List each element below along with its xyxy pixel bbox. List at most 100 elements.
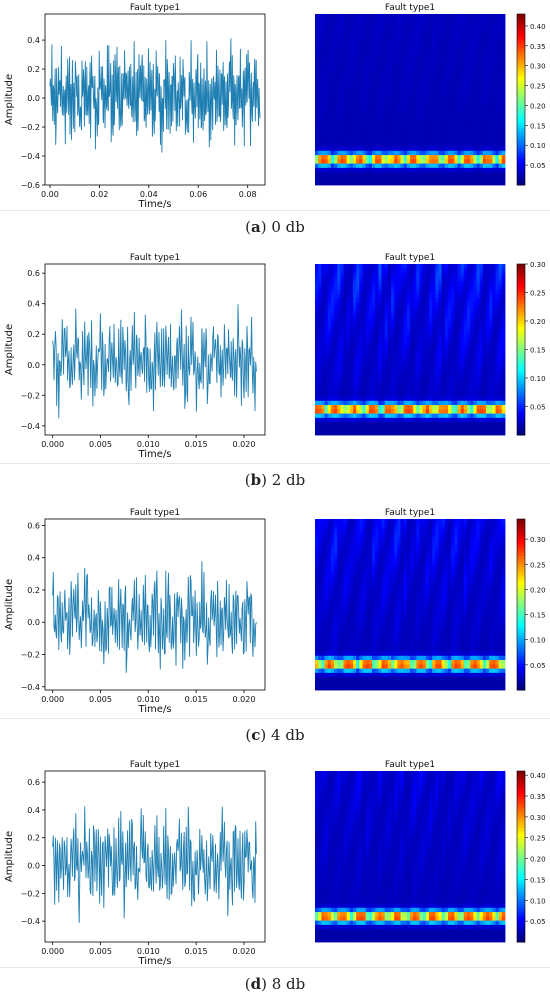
heatmap-cell [467, 120, 471, 126]
heatmap-cell [334, 268, 338, 273]
colorbar-tick-label: 0.30 [530, 63, 546, 71]
heatmap-cell [334, 396, 338, 402]
heatmap-cell [435, 14, 439, 19]
heatmap-cell [435, 302, 439, 308]
heatmap-cell [318, 108, 322, 113]
heatmap-cell [451, 65, 455, 70]
heatmap-cell [327, 426, 332, 432]
heatmap-cell [375, 311, 379, 316]
heatmap-cell [324, 409, 329, 415]
heatmap-cell [334, 86, 338, 92]
heatmap-cell [397, 306, 401, 312]
heatmap-cell [413, 375, 417, 380]
heatmap-cell [451, 264, 455, 269]
heatmap-cell [340, 370, 344, 376]
heatmap-cell [460, 405, 465, 410]
heatmap-cell [391, 264, 395, 269]
heatmap-cell [441, 379, 446, 385]
heatmap-cell [495, 362, 500, 368]
heatmap-cell [403, 39, 408, 45]
heatmap-cell [498, 39, 503, 45]
heatmap-cell [410, 264, 414, 269]
heatmap-cell [463, 379, 468, 385]
heatmap-cell [476, 142, 481, 147]
heatmap-cell [476, 176, 481, 182]
heatmap-cell [460, 392, 465, 397]
heatmap-cell [315, 172, 319, 177]
heatmap-cell [432, 396, 436, 402]
heatmap-cell [467, 387, 471, 393]
heatmap-cell [457, 35, 462, 41]
heatmap-cell [327, 69, 332, 75]
heatmap-cell [356, 31, 360, 36]
heatmap-cell [387, 73, 392, 79]
heatmap-cell [397, 31, 401, 36]
heatmap-cell [444, 78, 449, 83]
heatmap-cell [482, 302, 487, 308]
heatmap-cell [349, 358, 354, 363]
heatmap-cell [482, 340, 487, 346]
heatmap-cell [372, 379, 376, 385]
heatmap-cell [479, 99, 484, 105]
heatmap-cell [337, 293, 341, 299]
heatmap-cell [378, 370, 382, 376]
heatmap-cell [435, 22, 439, 28]
heatmap-cell [381, 52, 386, 58]
heatmap-cell [391, 129, 395, 135]
heatmap-cell [492, 52, 496, 58]
heatmap-cell [441, 14, 446, 19]
heatmap-cell [324, 392, 329, 397]
heatmap-cell [470, 396, 474, 402]
heatmap-cell [495, 116, 500, 122]
heatmap-cell [419, 56, 424, 62]
heatmap-cell [406, 264, 411, 269]
colorbar-segment [517, 306, 525, 311]
heatmap-cell [334, 392, 338, 397]
heatmap-cell [498, 176, 503, 182]
heatmap-cell [482, 133, 487, 139]
heatmap-cell [337, 383, 341, 389]
heatmap-cell [400, 167, 405, 173]
heatmap-cell [473, 375, 477, 380]
heatmap-cell [340, 125, 344, 130]
heatmap-cell [330, 268, 335, 273]
heatmap-cell [394, 52, 398, 58]
heatmap-cell [457, 65, 462, 70]
heatmap-cell [365, 358, 370, 363]
heatmap-cell [438, 22, 443, 28]
heatmap-cell [368, 95, 373, 100]
heatmap-cell [501, 281, 506, 286]
heatmap-cell [438, 328, 443, 333]
heatmap-cell [372, 108, 376, 113]
heatmap-cell [400, 82, 405, 88]
heatmap-cell [387, 332, 392, 338]
heatmap-cell [482, 86, 487, 92]
heatmap-cell [397, 311, 401, 316]
heatmap-cell [498, 345, 503, 350]
heatmap-cell [362, 272, 367, 278]
colorbar-segment [517, 383, 525, 388]
heatmap-cell [454, 14, 458, 19]
heatmap-cell [318, 90, 322, 96]
heatmap-cell [349, 172, 354, 177]
heatmap-cell [368, 26, 373, 32]
heatmap-cell [501, 349, 506, 355]
heatmap-cell [457, 409, 462, 415]
heatmap-cell [495, 345, 500, 350]
heatmap-cell [327, 43, 332, 49]
heatmap-cell [419, 332, 424, 338]
heatmap-cell [327, 409, 332, 415]
heatmap-cell [337, 78, 341, 83]
heatmap-cell [413, 332, 417, 338]
heatmap-cell [337, 400, 341, 406]
heatmap-cell [429, 120, 433, 126]
heatmap-cell [359, 14, 363, 19]
colorbar-segment [517, 88, 525, 92]
heatmap-cell [482, 78, 487, 83]
heatmap-cell [489, 137, 493, 143]
heatmap-cell [349, 387, 354, 393]
heatmap-cell [349, 345, 354, 350]
heatmap-cell [387, 422, 392, 427]
heatmap-cell [397, 345, 401, 350]
heatmap-cell [473, 99, 477, 105]
